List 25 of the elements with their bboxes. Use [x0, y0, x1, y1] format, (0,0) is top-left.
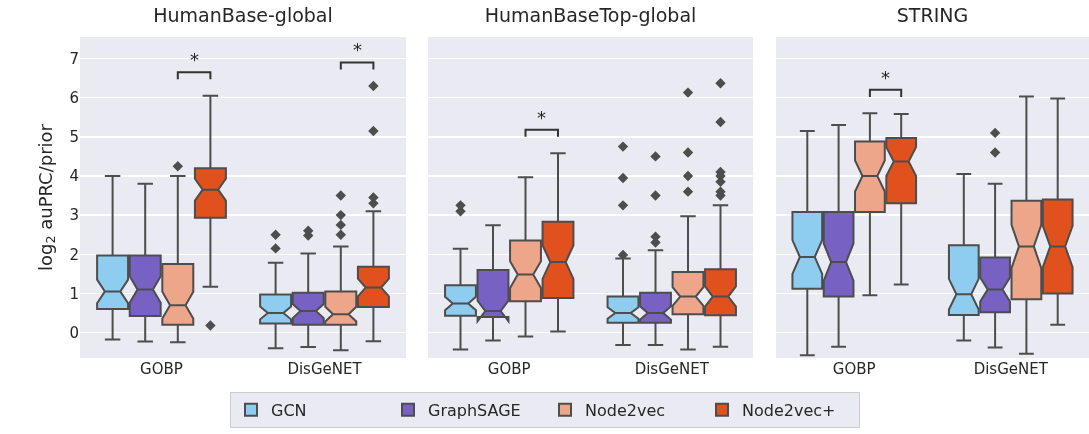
chart-title: STRING	[896, 3, 969, 26]
legend-label: Node2vec	[585, 401, 666, 421]
y-tick-label: 5	[69, 128, 79, 147]
legend-label: GraphSAGE	[428, 401, 521, 421]
x-tick-label: DisGeNET	[287, 360, 363, 378]
y-tick-label: 3	[69, 206, 79, 225]
legend-label: GCN	[271, 401, 307, 421]
annotation: *	[353, 39, 362, 60]
x-tick-label: GOBP	[487, 360, 531, 378]
y-tick-label: 1	[69, 284, 79, 303]
annotation: *	[881, 67, 890, 88]
x-tick-label: DisGeNET	[634, 360, 710, 378]
x-tick-label: DisGeNET	[973, 360, 1049, 378]
chart-title: HumanBase-global	[153, 3, 333, 26]
annotation: *	[190, 49, 199, 70]
legend-label: Node2vec+	[742, 401, 836, 421]
y-tick-label: 6	[69, 88, 79, 107]
y-tick-label: 4	[69, 167, 79, 186]
x-tick-label: GOBP	[140, 360, 183, 378]
y-tick-label: 2	[69, 245, 79, 264]
x-tick-label: GOBP	[832, 360, 876, 378]
annotation: *	[537, 107, 546, 128]
y-tick-label: 0	[69, 323, 79, 342]
chart-title: HumanBaseTop-global	[484, 3, 697, 26]
y-tick-label: 7	[69, 49, 79, 68]
